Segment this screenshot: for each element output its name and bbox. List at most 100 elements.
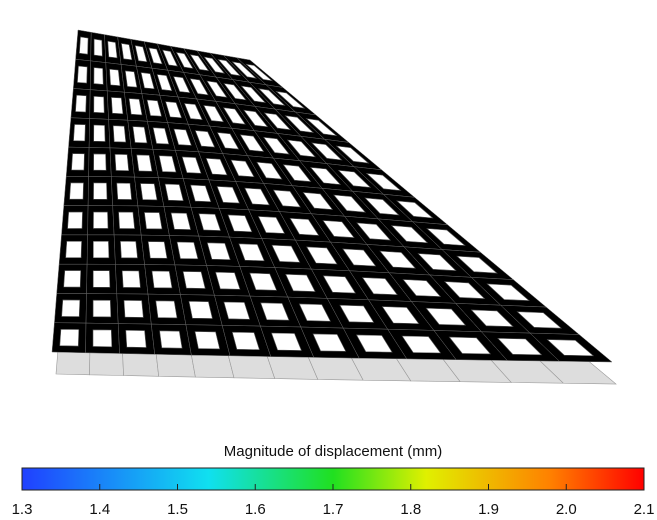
tick-label: 2.1 <box>634 501 655 518</box>
mesh-hole <box>339 304 375 323</box>
mesh-hole <box>181 156 202 174</box>
colorbar-title: Magnitude of displacement (mm) <box>224 443 442 460</box>
mesh-hole <box>286 139 316 158</box>
tick-label: 1.8 <box>400 501 421 518</box>
mesh-hole <box>223 83 247 101</box>
mesh-hole <box>190 184 212 203</box>
mesh-hole <box>73 124 86 142</box>
mesh-hole <box>93 38 103 57</box>
mesh-hole <box>342 248 377 267</box>
mesh-hole <box>189 78 209 96</box>
mesh-hole <box>401 335 442 354</box>
mesh-hole <box>188 300 213 319</box>
mesh-hole <box>256 161 283 180</box>
mesh-hole <box>61 299 81 317</box>
mesh-hole <box>77 65 88 84</box>
mesh-hole <box>92 299 112 318</box>
mesh-hole <box>302 192 334 210</box>
mesh-hole <box>182 271 206 289</box>
mesh <box>51 29 617 385</box>
mesh-hole <box>216 186 240 204</box>
mesh-hole <box>289 217 320 236</box>
mesh-hole <box>263 136 290 155</box>
mesh-hole <box>63 270 82 288</box>
mesh-hole <box>238 243 265 262</box>
mesh-hole <box>271 244 301 263</box>
mesh-hole <box>69 182 84 200</box>
mesh-hole <box>312 333 347 352</box>
mesh-hole <box>260 302 290 321</box>
mesh-hole <box>125 329 147 348</box>
mesh-hole <box>245 63 274 82</box>
mesh-hole <box>364 197 400 216</box>
mesh-hole <box>92 270 111 288</box>
mesh-hole <box>223 301 251 320</box>
mesh-hole <box>516 311 563 329</box>
tick-label: 1.7 <box>323 501 344 518</box>
mesh-hole <box>93 153 107 171</box>
mesh-hole <box>155 300 178 319</box>
mesh-hole <box>206 242 231 261</box>
mesh-hole <box>140 72 155 90</box>
mesh-hole <box>151 270 173 289</box>
mesh-hole <box>114 153 130 172</box>
mesh-hole <box>282 164 312 182</box>
mesh-hole <box>311 142 343 161</box>
mesh-hole <box>257 216 286 234</box>
mesh-hole <box>194 130 216 148</box>
mesh-hole <box>355 334 393 353</box>
mesh-hole <box>152 127 170 145</box>
mesh-hole <box>298 303 331 322</box>
mesh-hole <box>322 275 356 294</box>
mesh-hole <box>223 107 246 125</box>
mesh-hole <box>92 329 113 348</box>
mesh-hole <box>159 330 183 349</box>
mesh-hole <box>309 167 342 185</box>
mesh-hole <box>231 331 260 351</box>
mesh-hole <box>173 76 191 94</box>
mesh-hole <box>244 187 270 206</box>
mesh-hole <box>123 300 144 318</box>
mesh-hole <box>93 124 106 142</box>
mesh-hole <box>258 88 286 106</box>
mesh-hole <box>284 115 315 134</box>
mesh-hole <box>158 155 177 173</box>
mesh-hole <box>75 94 87 113</box>
mesh-hole <box>116 182 132 200</box>
mesh-hole <box>227 214 253 233</box>
mesh-hole <box>170 212 191 230</box>
mesh-hole <box>456 255 498 274</box>
mesh-hole <box>203 56 226 74</box>
mesh-hole <box>165 101 182 119</box>
mesh-hole <box>448 336 492 355</box>
mesh-hole <box>136 154 153 172</box>
mesh-hole <box>140 183 158 201</box>
mesh-hole <box>417 253 457 271</box>
mesh-hole <box>175 52 194 69</box>
mesh-hole <box>203 105 224 123</box>
mesh-hole <box>216 132 240 150</box>
mesh-hole <box>379 250 417 269</box>
mesh-hole <box>205 157 228 176</box>
mesh-hole <box>546 339 595 357</box>
mesh-hole <box>215 271 241 290</box>
tick-label: 1.5 <box>167 501 188 518</box>
mesh-hole <box>144 212 163 230</box>
mesh-hole <box>146 99 162 117</box>
mesh-hole <box>148 47 163 65</box>
mesh-hole <box>240 85 266 104</box>
mesh-hole <box>59 328 80 347</box>
mesh-hole <box>263 112 291 131</box>
mesh-hole <box>486 283 530 301</box>
mesh-hole <box>271 332 302 351</box>
mesh-hole <box>93 182 108 200</box>
mesh-hole <box>118 211 135 229</box>
mesh-hole <box>111 97 124 115</box>
mesh-hole <box>231 61 258 79</box>
mesh-hole <box>128 98 143 116</box>
mesh-hole <box>275 90 306 109</box>
tick-label: 1.4 <box>89 501 110 518</box>
mesh-hole <box>497 337 543 356</box>
tick-label: 1.9 <box>478 501 499 518</box>
